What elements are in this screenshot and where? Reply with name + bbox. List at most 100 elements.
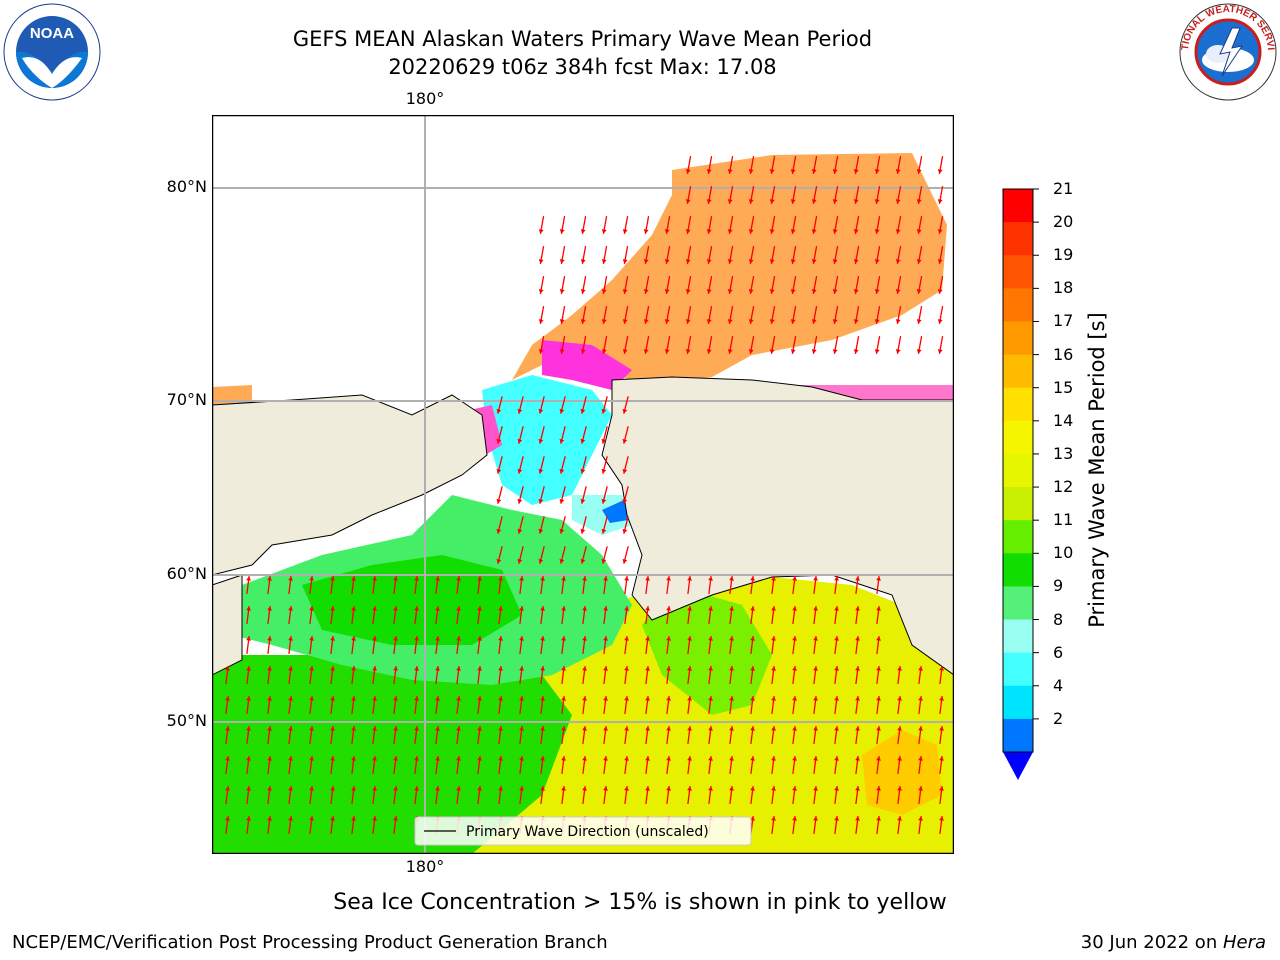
colorbar-segment bbox=[1003, 222, 1033, 256]
wave-arrow-head bbox=[393, 726, 398, 731]
colorbar-segment bbox=[1003, 652, 1033, 687]
wave-arrow-head bbox=[750, 576, 755, 581]
wave-arrow-head bbox=[834, 636, 839, 641]
wave-arrow-head bbox=[916, 229, 922, 234]
wave-arrow-head bbox=[624, 666, 629, 671]
wave-arrow-head bbox=[225, 666, 230, 671]
wave-arrow-head bbox=[769, 169, 775, 174]
wave-arrow-head bbox=[813, 636, 818, 641]
wave-arrow-head bbox=[517, 408, 523, 414]
wave-arrow-head bbox=[855, 666, 860, 671]
wave-arrow-head bbox=[727, 289, 733, 294]
wave-arrow-head bbox=[559, 289, 565, 294]
wave-arrow-head bbox=[561, 606, 566, 611]
wave-arrow-head bbox=[580, 558, 586, 564]
wave-arrow-head bbox=[517, 438, 523, 444]
wave-arrow-head bbox=[519, 696, 524, 701]
wave-arrow-head bbox=[685, 169, 691, 174]
wave-arrow-head bbox=[832, 259, 838, 264]
wave-arrow-head bbox=[330, 606, 335, 611]
wave-arrow-head bbox=[622, 438, 628, 444]
wave-arrow-head bbox=[897, 726, 902, 731]
wave-arrow-head bbox=[624, 576, 629, 581]
wave-arrow-head bbox=[853, 199, 859, 204]
wave-arrow-head bbox=[561, 696, 566, 701]
wave-arrow-head bbox=[855, 786, 860, 791]
wave-arrow-head bbox=[582, 726, 587, 731]
wave-arrow-head bbox=[498, 696, 503, 701]
wave-arrow-head bbox=[456, 576, 461, 581]
wave-arrow-head bbox=[330, 696, 335, 701]
wave-arrow-head bbox=[918, 666, 923, 671]
wave-arrow-head bbox=[622, 528, 628, 534]
wave-arrow-head bbox=[666, 786, 671, 791]
wave-arrow-head bbox=[792, 756, 797, 761]
wave-arrow-head bbox=[582, 576, 587, 581]
wave-arrow-head bbox=[897, 816, 902, 821]
wave-arrow-head bbox=[790, 319, 796, 324]
wave-arrow-head bbox=[834, 816, 839, 821]
wave-arrow-head bbox=[456, 666, 461, 671]
wave-arrow-head bbox=[939, 666, 944, 671]
wave-arrow-head bbox=[622, 319, 628, 324]
wave-arrow-head bbox=[834, 756, 839, 761]
wave-arrow-head bbox=[876, 606, 881, 611]
wave-arrow-head bbox=[580, 289, 586, 294]
wave-arrow-head bbox=[477, 666, 482, 671]
wave-arrow-head bbox=[582, 636, 587, 641]
wave-arrow-head bbox=[813, 576, 818, 581]
sea-ice-pink bbox=[542, 340, 632, 390]
wave-arrow-head bbox=[876, 576, 881, 581]
wave-arrow-head bbox=[246, 666, 251, 671]
wave-arrow-head bbox=[582, 666, 587, 671]
colorbar-segment bbox=[1003, 619, 1033, 654]
wave-arrow-head bbox=[685, 229, 691, 234]
wave-arrow-head bbox=[832, 289, 838, 294]
wave-arrow-head bbox=[496, 558, 502, 564]
legend-box bbox=[414, 816, 752, 846]
lat-label-70: 70°N bbox=[166, 390, 207, 409]
wave-arrow-head bbox=[729, 696, 734, 701]
wave-arrow-head bbox=[517, 498, 523, 504]
wave-arrow-head bbox=[372, 636, 377, 641]
wave-arrow-head bbox=[540, 726, 545, 731]
wave-arrow-head bbox=[288, 726, 293, 731]
wave-arrow-head bbox=[645, 786, 650, 791]
wave-arrow-head bbox=[309, 696, 314, 701]
wave-arrow-head bbox=[729, 636, 734, 641]
wave-arrow-head bbox=[748, 319, 754, 324]
wave-arrow-head bbox=[540, 696, 545, 701]
wave-arrow-head bbox=[267, 726, 272, 731]
colorbar-segments bbox=[1003, 189, 1033, 753]
wave-arrow-head bbox=[372, 696, 377, 701]
nws-logo: NATIONAL WEATHER SERVICE bbox=[1178, 2, 1277, 101]
wave-arrow-head bbox=[603, 756, 608, 761]
wave-arrow-head bbox=[769, 289, 775, 294]
wave-arrow-head bbox=[372, 726, 377, 731]
wave-arrow-head bbox=[666, 666, 671, 671]
wave-arrow-head bbox=[748, 229, 754, 234]
lat-label-60: 60°N bbox=[166, 564, 207, 583]
wave-arrow-head bbox=[643, 229, 649, 234]
wave-arrow-head bbox=[748, 259, 754, 264]
wave-arrow-head bbox=[288, 816, 293, 821]
wave-arrow-head bbox=[687, 576, 692, 581]
wave-arrow-head bbox=[267, 636, 272, 641]
wave-arrow-head bbox=[288, 696, 293, 701]
wave-arrow-head bbox=[580, 528, 586, 534]
footer-date-text: 30 Jun 2022 on bbox=[1080, 932, 1223, 953]
wave-arrow-head bbox=[601, 438, 607, 444]
wave-arrow-head bbox=[706, 319, 712, 324]
wave-arrow-head bbox=[727, 259, 733, 264]
wave-arrow-head bbox=[330, 786, 335, 791]
wave-arrow-head bbox=[750, 696, 755, 701]
wave-arrow-head bbox=[496, 408, 502, 414]
wave-arrow-head bbox=[916, 169, 922, 174]
wave-arrow-head bbox=[372, 756, 377, 761]
wave-arrow-head bbox=[853, 349, 859, 354]
wave-arrow-head bbox=[519, 606, 524, 611]
wave-arrow-head bbox=[645, 576, 650, 581]
colorbar-tick-label: 4 bbox=[1053, 675, 1064, 695]
wave-arrow-head bbox=[624, 786, 629, 791]
wave-arrow-head bbox=[580, 259, 586, 264]
